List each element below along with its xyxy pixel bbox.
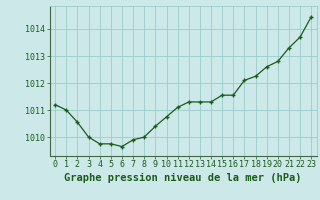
X-axis label: Graphe pression niveau de la mer (hPa): Graphe pression niveau de la mer (hPa): [64, 173, 302, 183]
